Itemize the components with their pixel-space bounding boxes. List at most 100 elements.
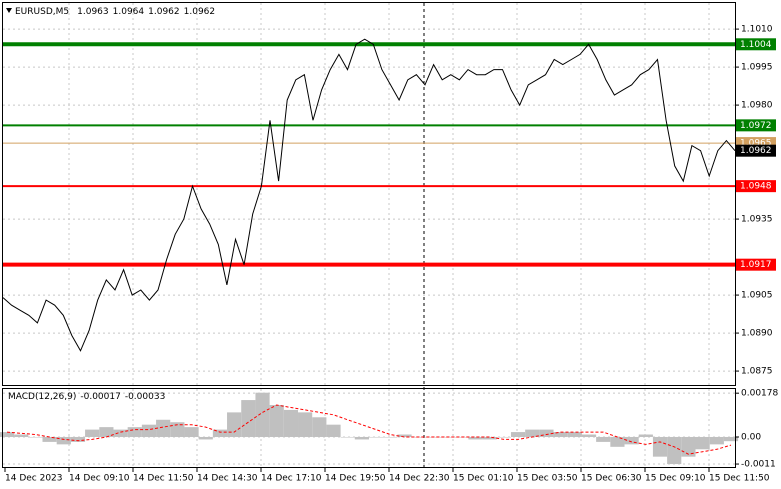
x-tick-label: 15 Dec 06:30 <box>581 474 642 484</box>
macd-bar <box>525 429 540 437</box>
x-tick-label: 14 Dec 14:30 <box>197 474 258 484</box>
macd-bar <box>269 404 284 437</box>
level-label: 1.0917 <box>740 260 772 270</box>
menu-arrow <box>6 8 12 13</box>
level-label: 1.0962 <box>740 146 772 156</box>
macd-frame <box>2 388 736 468</box>
ohlc-value: 1.0964 <box>113 7 145 17</box>
x-tick-label: 14 Dec 2023 <box>5 474 63 484</box>
macd-bar <box>624 436 639 445</box>
macd-bar <box>723 436 739 442</box>
y-tick-label: 1.0980 <box>741 101 773 111</box>
header: EURUSD,M5 1.0963 1.0964 1.0962 1.0962 MACD(1… <box>6 7 215 402</box>
level-tag <box>736 38 776 51</box>
macd-bar <box>567 432 582 437</box>
y-tick-label: 1.0905 <box>741 291 773 301</box>
macd-bar <box>241 400 256 437</box>
macd-bar <box>638 434 653 437</box>
level-label: 1.0972 <box>740 121 772 131</box>
level-tag <box>736 258 776 271</box>
macd-bar <box>0 432 15 437</box>
ohlc-value: 1.0963 <box>77 7 109 17</box>
x-tick-label: 15 Dec 11:50 <box>709 474 770 484</box>
macd-bar <box>539 429 554 437</box>
grid <box>3 3 735 467</box>
ohlc-value: 1.0962 <box>184 7 216 17</box>
macd-bar <box>70 436 86 442</box>
x-tick-label: 15 Dec 03:50 <box>517 474 578 484</box>
macd-bar <box>141 424 157 437</box>
price-line <box>2 38 736 352</box>
macd-bar <box>85 429 100 437</box>
y-tick-label: 1.0935 <box>741 215 773 225</box>
level-label: 1.0965 <box>740 139 772 149</box>
macd-bar <box>482 436 497 440</box>
macd-bar <box>681 436 696 457</box>
macd-header: MACD(12,26,9) -0.00017 -0.00033 <box>8 392 165 402</box>
macd-bar <box>28 436 43 438</box>
macd-bar <box>369 436 384 438</box>
macd-bar <box>326 424 341 437</box>
x-tick-label: 14 Dec 11:50 <box>133 474 194 484</box>
x-tick-label: 14 Dec 17:10 <box>261 474 322 484</box>
macd-bar <box>56 436 71 445</box>
level-tag <box>736 144 776 157</box>
macd-bar <box>709 436 724 445</box>
plot <box>0 38 739 465</box>
macd-bar <box>14 434 29 437</box>
macd-bar <box>695 436 710 450</box>
macd-bar <box>212 429 228 437</box>
macd-bar <box>113 429 128 437</box>
macd-bar <box>454 436 469 438</box>
macd-bar <box>354 436 369 440</box>
macd-bar <box>184 427 199 437</box>
level-label: 1.0948 <box>740 182 772 192</box>
y-tick-label: 1.0875 <box>741 367 773 377</box>
macd-bar <box>42 436 57 442</box>
x-tick-label: 14 Dec 19:50 <box>325 474 386 484</box>
macd-bar <box>581 434 597 437</box>
signal-line <box>6 404 732 455</box>
level-label: 1.1004 <box>740 40 772 50</box>
main-frame <box>2 2 736 386</box>
macd-bar <box>397 434 412 437</box>
macd-value: -0.00033 <box>125 392 165 402</box>
level-tag <box>736 180 776 193</box>
y-tick-label: 1.0995 <box>741 63 773 73</box>
x-tick-label: 14 Dec 09:10 <box>69 474 130 484</box>
macd-bar <box>198 436 213 440</box>
y-tick-label: 0.00 <box>741 432 761 442</box>
y-tick-label: -0.0011 <box>741 460 776 470</box>
macd-bar <box>127 427 142 437</box>
macd-bar <box>510 432 526 437</box>
macd-bar <box>255 392 270 437</box>
macd-value: -0.00017 <box>80 392 120 402</box>
macd-bar <box>99 427 114 437</box>
symbol-header: EURUSD,M5 1.0963 1.0964 1.0962 1.0962 <box>15 7 215 17</box>
macd-bar <box>312 417 327 437</box>
x-tick-label: 15 Dec 01:10 <box>453 474 514 484</box>
x-tick-label: 15 Dec 09:10 <box>645 474 706 484</box>
ohlc-value: 1.0962 <box>148 7 180 17</box>
macd-bar <box>496 436 511 438</box>
y-tick-label: 1.0890 <box>741 329 773 339</box>
macd-bar <box>553 432 568 437</box>
macd-bar <box>383 436 398 438</box>
macd-bar <box>227 412 242 437</box>
y-tick-label: 1.1010 <box>741 25 773 35</box>
macd-bar <box>156 419 171 437</box>
macd-bar <box>170 422 185 437</box>
macd-bar <box>340 436 355 438</box>
macd-title: MACD(12,26,9) <box>8 392 76 402</box>
x-tick-label: 14 Dec 22:30 <box>389 474 450 484</box>
macd-bar <box>298 412 313 437</box>
level-tag <box>736 119 776 132</box>
macd-bar <box>610 436 625 447</box>
macd-bar <box>283 409 299 437</box>
axis-labels: 1.1010 1.0995 1.0980 1.0935 1.0905 1.0890 1.08… <box>4 25 778 484</box>
macd-bar <box>596 436 611 442</box>
macd-bar <box>652 436 668 457</box>
symbol: EURUSD,M5 <box>15 7 69 17</box>
